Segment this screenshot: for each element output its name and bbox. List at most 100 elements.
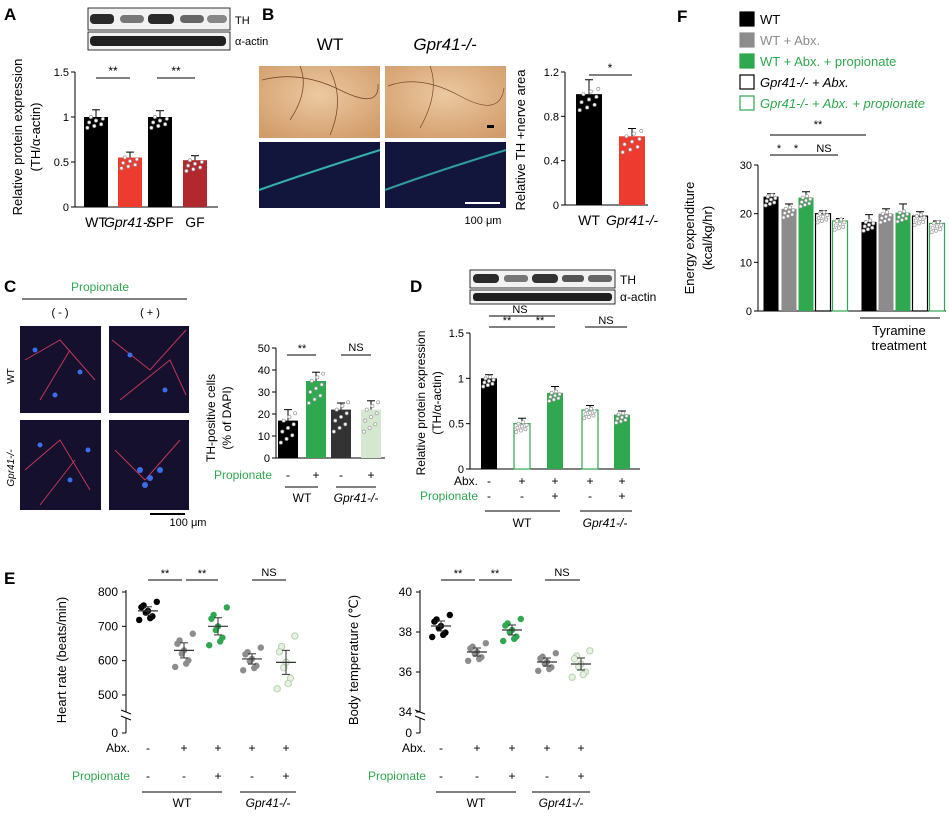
- panel-f-point: [918, 217, 922, 221]
- panel-f-letter: F: [677, 7, 687, 26]
- panel-a-point: [186, 163, 191, 168]
- panel-f-point: [804, 198, 808, 203]
- blot-d-label-actin: α-actin: [620, 290, 656, 304]
- panel-f-point: [922, 215, 927, 220]
- panel-b-point: [620, 150, 625, 155]
- panel-f-point: [865, 227, 870, 232]
- panel-f-point: [862, 224, 867, 229]
- panel-f-point: [817, 211, 822, 216]
- panel-d-point: [490, 381, 495, 386]
- panel-a-bar: [118, 157, 142, 207]
- panel-f-point: [824, 217, 829, 222]
- panel-a-point: [158, 118, 162, 123]
- panel-b-bar: [576, 94, 602, 205]
- panel-d-point: [614, 420, 619, 425]
- panel-c-point: [343, 422, 348, 427]
- panel-c-point: [318, 393, 323, 398]
- legend-label: WT + Abx.: [760, 33, 820, 48]
- panel-e-hr-point: [251, 664, 258, 672]
- panel-f-point: [938, 227, 943, 232]
- panel-d-point: [618, 419, 623, 424]
- panel-f-bar: [861, 221, 877, 311]
- panel-d-point: [624, 414, 629, 418]
- panel-d-point: [592, 409, 597, 414]
- panel-b-point: [592, 102, 597, 107]
- panel-d-point: [616, 412, 621, 417]
- panel-e-bt-sign-prop: +: [508, 769, 515, 783]
- panel-b-ytick-label: 0: [553, 200, 559, 212]
- panel-e-hr-sig-ns: NS: [261, 567, 276, 579]
- panel-d-point: [553, 393, 557, 398]
- panel-f: F WT WT + Abx. WT + Abx. + propionate Gpr41…: [677, 7, 946, 353]
- panel-e-hr-sign-prop: -: [146, 769, 150, 783]
- panel-f-bar: [911, 215, 929, 312]
- panel-c-sign: -: [286, 468, 290, 482]
- panel-e-hr-point: [223, 604, 230, 611]
- panel-e-hr-point: [178, 650, 185, 657]
- panel-f-point: [825, 213, 830, 218]
- panel-a-point: [126, 164, 131, 169]
- panel-f-sig-2: *: [794, 143, 799, 155]
- panel-a-point: [149, 125, 154, 130]
- panel-f-point: [912, 222, 917, 227]
- panel-a-point: [199, 160, 204, 164]
- panel-f-point: [879, 216, 884, 220]
- panel-e-bt-group-wt: WT: [467, 796, 486, 810]
- panel-f-point: [913, 218, 918, 223]
- panel-c-ytick-label: 40: [258, 365, 270, 377]
- panel-b-point: [631, 131, 636, 136]
- panel-e-bt-sig-2: **: [491, 568, 500, 580]
- panel-f-point: [884, 214, 888, 219]
- panel-e-hr-sign-prop: +: [282, 769, 289, 783]
- blot-a-label-actin: α-actin: [235, 36, 268, 48]
- panel-c-minus: ( - ): [51, 307, 68, 319]
- panel-e-bt-point: [502, 622, 509, 629]
- panel-c-point: [314, 386, 318, 391]
- panel-e-bt-sig-ns: NS: [554, 567, 569, 579]
- panel-f-ytick-label: 0: [746, 306, 752, 318]
- panel-d-point: [551, 397, 556, 402]
- panel-f-point: [882, 219, 887, 223]
- panel-d-sign-prop: +: [551, 489, 558, 503]
- panel-e-bt-ylabel: Body temperature (℃): [346, 595, 361, 725]
- panel-e-bt-sign-abx: -: [439, 741, 443, 755]
- panel-e-hr-ytick-label: 500: [98, 688, 118, 702]
- panel-e-hr-point: [147, 614, 154, 622]
- panel-d-letter: D: [410, 277, 422, 296]
- panel-f-point: [896, 215, 901, 220]
- panel-e-hr-axis-break: [120, 709, 132, 715]
- panel-c-ytick-label: 10: [258, 431, 270, 443]
- panel-b-point: [596, 86, 601, 91]
- panel-c-row-label: Propionate: [214, 468, 272, 482]
- panel-d-sig-ns2: NS: [598, 315, 613, 327]
- panel-b-point: [587, 97, 591, 102]
- panel-d-sig-1: **: [503, 315, 512, 327]
- panel-e-bt-sign-abx: +: [508, 741, 515, 755]
- panel-c-ytick-label: 0: [264, 453, 270, 465]
- panel-d-sign-prop: -: [487, 489, 491, 503]
- panel-e-hr-sign-abx: +: [248, 741, 255, 755]
- panel-b-wt-label: WT: [317, 35, 343, 54]
- panel-e-bt-point: [465, 657, 472, 664]
- panel-f-point: [904, 216, 909, 221]
- panel-b-ylabel: Relative TH +nerve area: [513, 69, 528, 211]
- panel-f-point: [765, 194, 770, 199]
- panel-f-point: [935, 224, 939, 229]
- panel-a-point: [85, 125, 90, 130]
- panel-a-bar: [148, 117, 172, 207]
- panel-d-sig-ns: NS: [512, 304, 527, 316]
- panel-f-point: [895, 219, 900, 224]
- panel-a-point: [134, 157, 139, 162]
- panel-c-point: [319, 382, 324, 387]
- panel-b-category-label: Gpr41-/-: [606, 212, 658, 228]
- panel-e-hr-axis: 0 500 600 700 800: [98, 585, 132, 740]
- panel-f-point: [767, 201, 772, 206]
- panel-d-bar: [481, 378, 497, 469]
- panel-d-point: [621, 411, 626, 416]
- panel-d-point: [515, 425, 520, 430]
- legend-swatch: [739, 32, 755, 48]
- panel-c-sig-1: **: [298, 343, 307, 355]
- panel-b: B WT Gpr41-/- 100 μm Relative TH +nerve …: [258, 5, 658, 228]
- panel-e-bt-sign-prop: +: [577, 769, 584, 783]
